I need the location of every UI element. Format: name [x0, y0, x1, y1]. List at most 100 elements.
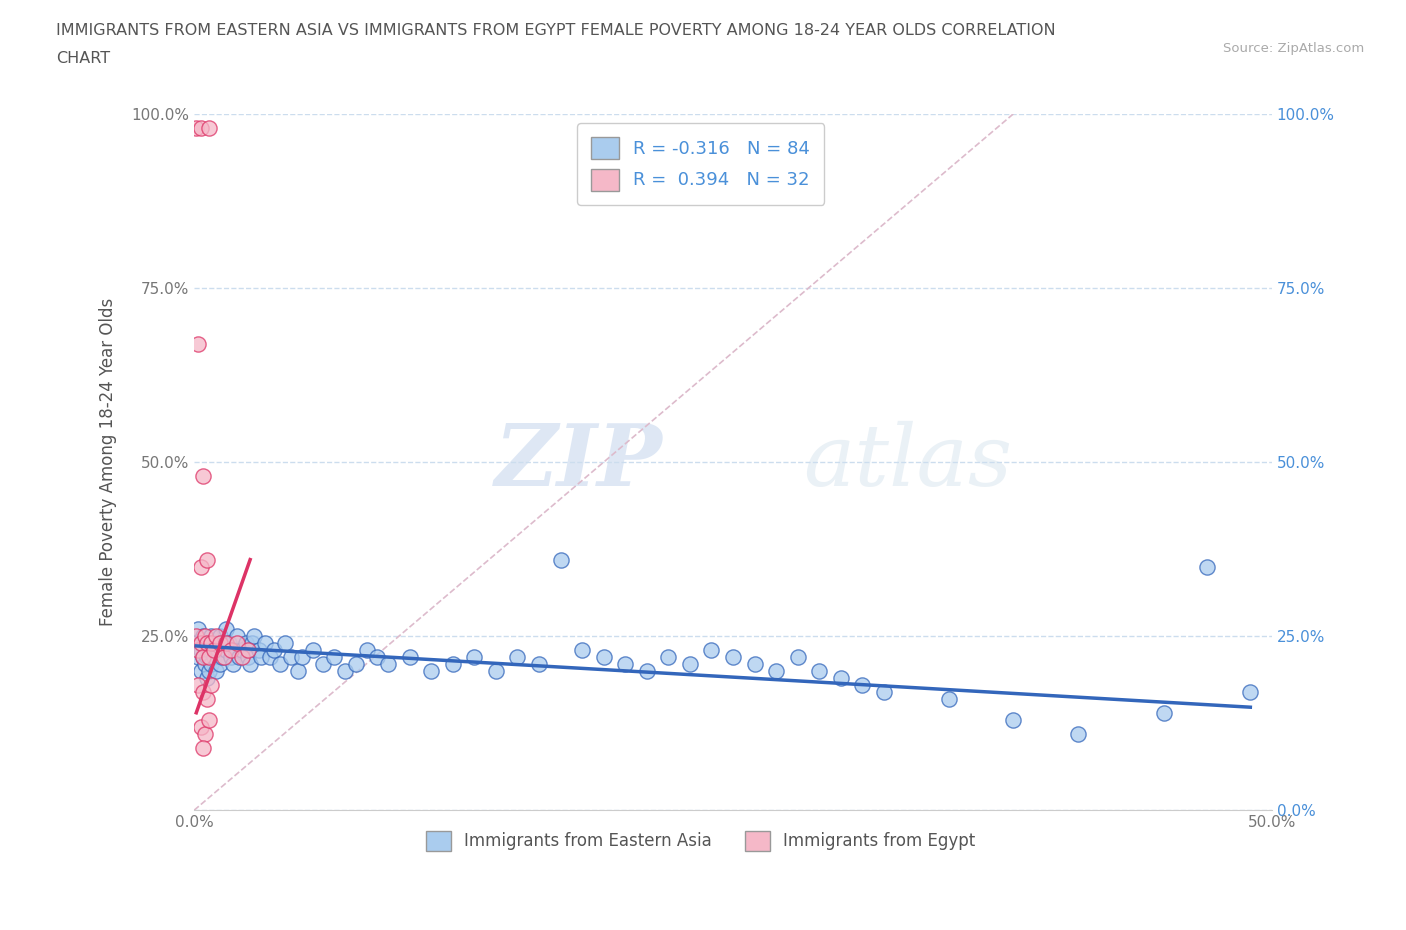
Point — [263, 643, 285, 658]
Point — [250, 650, 273, 665]
Point — [191, 650, 214, 665]
Point — [873, 684, 896, 699]
Point — [187, 622, 209, 637]
Point — [550, 552, 572, 567]
Point — [527, 657, 550, 671]
Point — [187, 677, 209, 692]
Point — [231, 650, 253, 665]
Point — [301, 643, 323, 658]
Point — [1067, 726, 1090, 741]
Point — [191, 629, 214, 644]
Point — [191, 684, 214, 699]
Point — [240, 636, 263, 651]
Point — [236, 650, 259, 665]
Point — [323, 650, 346, 665]
Text: atlas: atlas — [803, 420, 1012, 503]
Point — [700, 643, 723, 658]
Point — [744, 657, 766, 671]
Point — [291, 650, 314, 665]
Point — [208, 629, 231, 644]
Point — [287, 664, 309, 679]
Point — [195, 650, 218, 665]
Point — [190, 719, 212, 734]
Point — [204, 629, 226, 644]
Point — [592, 650, 614, 665]
Point — [194, 629, 217, 644]
Point — [215, 636, 238, 651]
Point — [200, 677, 222, 692]
Point — [938, 691, 960, 706]
Point — [254, 636, 277, 651]
Point — [222, 657, 245, 671]
Point — [195, 636, 218, 651]
Point — [312, 657, 335, 671]
Point — [198, 664, 221, 679]
Point — [239, 657, 262, 671]
Point — [808, 664, 831, 679]
Point — [226, 629, 249, 644]
Point — [207, 643, 229, 658]
Point — [186, 629, 208, 644]
Point — [187, 337, 209, 352]
Point — [191, 469, 214, 484]
Point — [506, 650, 529, 665]
Point — [190, 559, 212, 574]
Point — [208, 657, 231, 671]
Point — [202, 643, 225, 658]
Point — [356, 643, 378, 658]
Point — [214, 650, 236, 665]
Legend: Immigrants from Eastern Asia, Immigrants from Egypt: Immigrants from Eastern Asia, Immigrants… — [419, 824, 983, 857]
Point — [366, 650, 388, 665]
Text: CHART: CHART — [56, 51, 110, 66]
Point — [851, 677, 873, 692]
Point — [571, 643, 593, 658]
Point — [273, 636, 295, 651]
Point — [1197, 559, 1219, 574]
Point — [198, 121, 221, 136]
Text: Source: ZipAtlas.com: Source: ZipAtlas.com — [1223, 42, 1364, 55]
Point — [830, 671, 852, 685]
Point — [420, 664, 443, 679]
Point — [208, 636, 231, 651]
Point — [204, 664, 226, 679]
Point — [190, 643, 212, 658]
Point — [190, 636, 212, 651]
Point — [463, 650, 485, 665]
Point — [204, 636, 226, 651]
Point — [186, 121, 208, 136]
Point — [485, 664, 508, 679]
Point — [198, 643, 221, 658]
Point — [1002, 712, 1025, 727]
Point — [187, 643, 209, 658]
Point — [215, 622, 238, 637]
Point — [195, 691, 218, 706]
Point — [235, 636, 257, 651]
Point — [194, 726, 217, 741]
Y-axis label: Female Poverty Among 18-24 Year Olds: Female Poverty Among 18-24 Year Olds — [100, 298, 117, 626]
Point — [247, 643, 270, 658]
Point — [377, 657, 399, 671]
Point — [765, 664, 787, 679]
Point — [190, 121, 212, 136]
Text: ZIP: ZIP — [495, 420, 664, 504]
Point — [333, 664, 356, 679]
Point — [614, 657, 637, 671]
Point — [211, 650, 233, 665]
Point — [236, 643, 259, 658]
Point — [224, 643, 246, 658]
Point — [194, 636, 217, 651]
Point — [195, 671, 218, 685]
Point — [280, 650, 302, 665]
Point — [219, 643, 242, 658]
Point — [243, 629, 266, 644]
Point — [187, 650, 209, 665]
Point — [186, 636, 208, 651]
Point — [226, 636, 249, 651]
Point — [441, 657, 464, 671]
Point — [191, 650, 214, 665]
Point — [259, 650, 281, 665]
Point — [786, 650, 808, 665]
Point — [219, 650, 242, 665]
Point — [198, 712, 221, 727]
Point — [200, 657, 222, 671]
